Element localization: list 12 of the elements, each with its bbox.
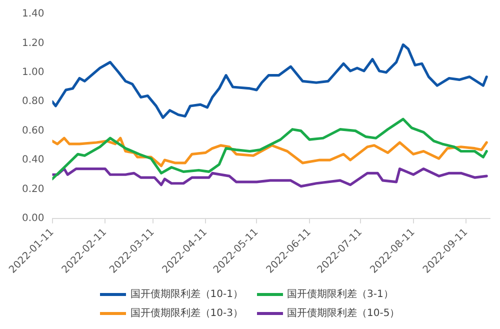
legend-label: 国开债期限利差（10-3） [130,306,243,320]
legend-label: 国开债期限利差（10-5） [287,306,400,320]
y-tick-label: 1.00 [22,67,44,78]
y-tick-label: 0.00 [22,213,44,224]
y-tick-label: 0.20 [22,184,44,195]
y-tick-label: 1.20 [22,38,44,49]
legend-label: 国开债期限利差（10-1） [130,288,243,301]
y-tick-label: 1.40 [22,8,44,20]
y-tick-label: 0.60 [22,125,44,136]
y-tick-label: 0.40 [22,154,44,166]
legend-label: 国开债期限利差（3-1） [287,288,394,301]
y-tick-label: 0.80 [22,96,44,108]
